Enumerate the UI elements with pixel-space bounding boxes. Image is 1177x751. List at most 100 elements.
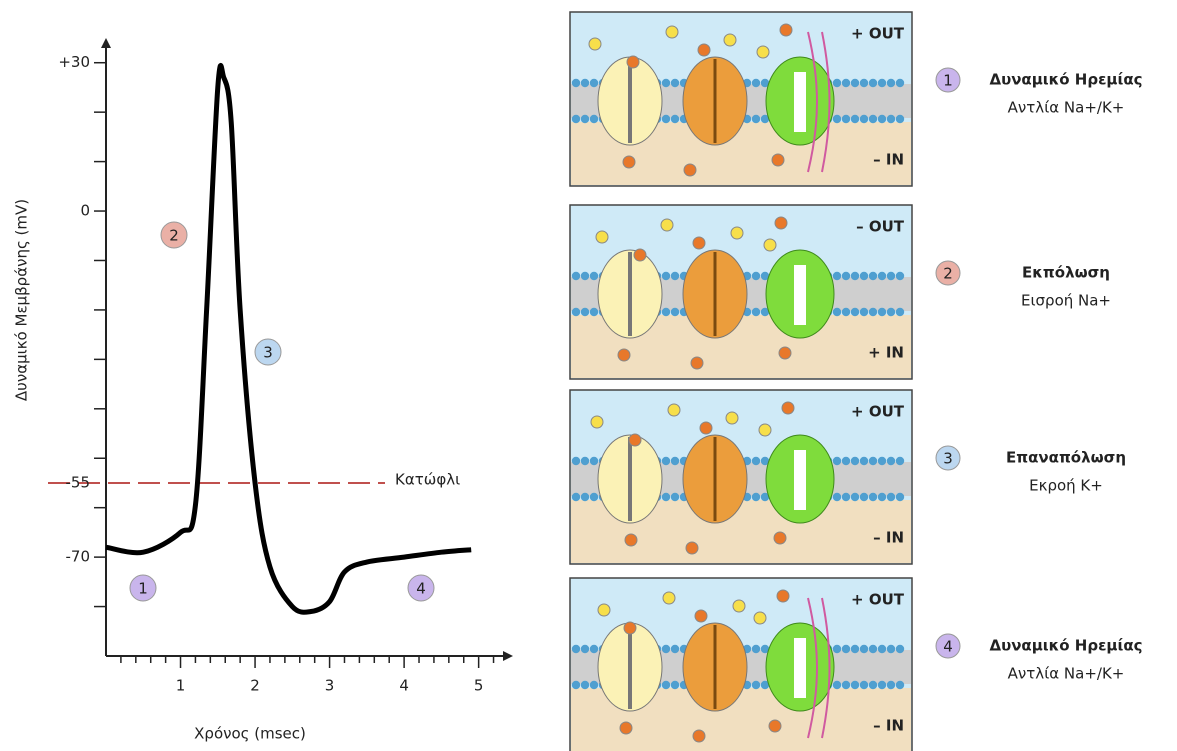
lipid-head [661,456,671,466]
lipid-head [877,307,887,317]
lipid-head [580,680,590,690]
ion [597,603,611,617]
lipid-head [760,307,770,317]
charge-bottom: + IN [868,344,904,362]
lipid-head [859,492,869,502]
lipid-head [895,307,905,317]
x-tick-label: 3 [325,677,335,695]
membrane-potential-line [105,62,472,615]
lipid-head [859,78,869,88]
lipid-head [877,456,887,466]
lipid-head [850,78,860,88]
lipid-head [886,114,896,124]
step-marker [935,633,961,659]
lipid-head [886,644,896,654]
x-axis-arrow [503,651,513,661]
step-subtitle: Αντλία Na+/K+ [1008,99,1125,117]
step-title: Δυναμικό Ηρεμίας [989,71,1142,89]
x-axis-label: Χρόνος (msec) [194,725,306,743]
charge-bottom: – IN [873,529,904,547]
charge-top: + OUT [851,591,905,609]
charge-top: + OUT [851,403,905,421]
lipid-head [832,271,842,281]
ion [690,356,704,370]
step-number: 4 [943,638,953,656]
lipid-head [859,644,869,654]
lipid-head [868,492,878,502]
step-subtitle: Εισροή Na+ [1021,292,1111,310]
step-marker [935,67,961,93]
membrane-panel: + OUT – IN [569,389,913,565]
ion [773,531,787,545]
step-title: Εκπόλωση [1022,264,1110,282]
lipid-head [571,307,581,317]
lipid-head [859,307,869,317]
lipid-head [841,644,851,654]
lipid-head [850,271,860,281]
ion [779,23,793,37]
phase-marker [254,338,282,366]
lipid-head [841,307,851,317]
lipid-head [850,307,860,317]
ion [619,721,633,735]
ion [624,533,638,547]
pump-slot [794,450,806,510]
lipid-head [571,114,581,124]
lipid-head [661,78,671,88]
lipid-head [670,492,680,502]
x-tick-label: 2 [250,677,260,695]
lipid-head [760,114,770,124]
lipid-head [589,456,599,466]
ion [667,403,681,417]
lipid-head [571,680,581,690]
lipid-head [589,307,599,317]
lipid-head [571,456,581,466]
lipid-head [877,114,887,124]
y-axis-label: Δυναμικό Μεμβράνης (mV) [13,199,31,401]
lipid-head [832,456,842,466]
charge-top: – OUT [856,218,905,236]
lipid-head [895,114,905,124]
step-title: Δυναμικό Ηρεμίας [989,637,1142,655]
lipid-head [571,78,581,88]
lipid-head [895,78,905,88]
pump-arrow [807,597,831,739]
lipid-head [580,644,590,654]
ion [692,729,706,743]
ion [758,423,772,437]
ion [633,248,647,262]
lipid-head [760,644,770,654]
ion [778,346,792,360]
ion [617,348,631,362]
lipid-head [589,644,599,654]
lipid-head [832,492,842,502]
ion [699,421,713,435]
lipid-head [589,114,599,124]
threshold-label: Κατώφλι [395,470,460,488]
lipid-head [760,456,770,466]
lipid-head [580,271,590,281]
lipid-head [832,680,842,690]
lipid-head [895,680,905,690]
lipid-head [859,114,869,124]
ion [683,163,697,177]
lipid-head [868,644,878,654]
lipid-head [886,78,896,88]
phase-marker-label: 3 [263,344,273,362]
lipid-head [760,492,770,502]
lipid-head [751,456,761,466]
lipid-head [895,271,905,281]
ion [660,218,674,232]
lipid-head [841,492,851,502]
phase-marker-label: 1 [138,580,148,598]
y-axis-arrow [101,38,111,48]
lipid-head [670,644,680,654]
lipid-head [868,271,878,281]
lipid-head [571,492,581,502]
step-title: Επαναπόλωση [1006,449,1126,467]
lipid-head [571,644,581,654]
lipid-head [580,307,590,317]
lipid-head [589,78,599,88]
membrane-panel: + OUT – IN [569,577,913,751]
step-subtitle: Αντλία Na+/K+ [1008,665,1125,683]
